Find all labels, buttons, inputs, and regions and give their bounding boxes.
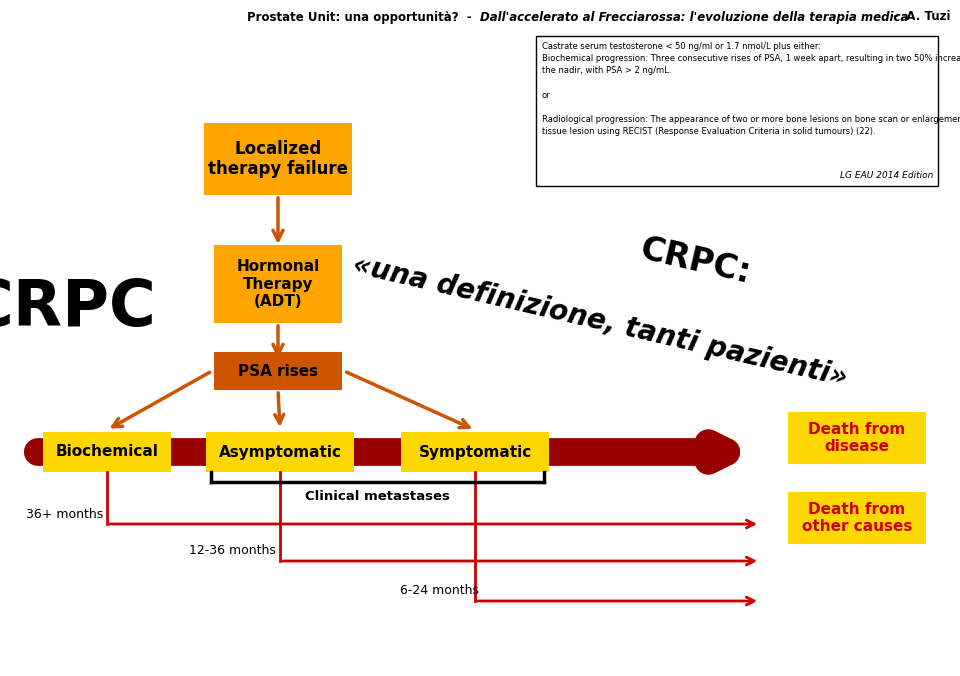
Text: Localized
therapy failure: Localized therapy failure — [208, 140, 348, 178]
Text: Castrate serum testosterone < 50 ng/ml or 1.7 nmol/L plus either:
Biochemical pr: Castrate serum testosterone < 50 ng/ml o… — [542, 42, 960, 136]
Text: 12-36 months: 12-36 months — [188, 544, 276, 558]
Text: Death from
other causes: Death from other causes — [802, 502, 912, 534]
Text: Symptomatic: Symptomatic — [419, 445, 532, 460]
Text: 36+ months: 36+ months — [26, 508, 104, 521]
Text: Prostate Unit: una opportunità?  -: Prostate Unit: una opportunità? - — [247, 11, 480, 24]
Text: «una definizione, tanti pazienti»: «una definizione, tanti pazienti» — [350, 250, 850, 391]
FancyBboxPatch shape — [206, 432, 354, 472]
FancyBboxPatch shape — [788, 492, 926, 544]
FancyBboxPatch shape — [43, 432, 171, 472]
Text: Clinical metastases: Clinical metastases — [305, 489, 450, 502]
FancyBboxPatch shape — [204, 123, 352, 195]
FancyBboxPatch shape — [788, 412, 926, 464]
Text: CRPC: CRPC — [0, 277, 156, 339]
Text: Dall'accelerato al Frecciarossa: l'evoluzione della terapia medica: Dall'accelerato al Frecciarossa: l'evolu… — [480, 11, 908, 24]
Text: Asymptomatic: Asymptomatic — [219, 445, 342, 460]
FancyBboxPatch shape — [214, 245, 342, 323]
Text: Hormonal
Therapy
(ADT): Hormonal Therapy (ADT) — [236, 259, 320, 309]
FancyBboxPatch shape — [536, 36, 938, 186]
Text: CRPC:: CRPC: — [636, 233, 754, 290]
Text: Death from
disease: Death from disease — [808, 422, 905, 454]
FancyBboxPatch shape — [214, 352, 342, 390]
Text: LG EAU 2014 Edition: LG EAU 2014 Edition — [840, 171, 933, 180]
Text: 6-24 months: 6-24 months — [400, 585, 479, 598]
FancyBboxPatch shape — [401, 432, 549, 472]
Text: -  A. Tuzi: - A. Tuzi — [885, 11, 950, 24]
Text: Biochemical: Biochemical — [56, 445, 158, 460]
Text: PSA rises: PSA rises — [238, 364, 318, 379]
